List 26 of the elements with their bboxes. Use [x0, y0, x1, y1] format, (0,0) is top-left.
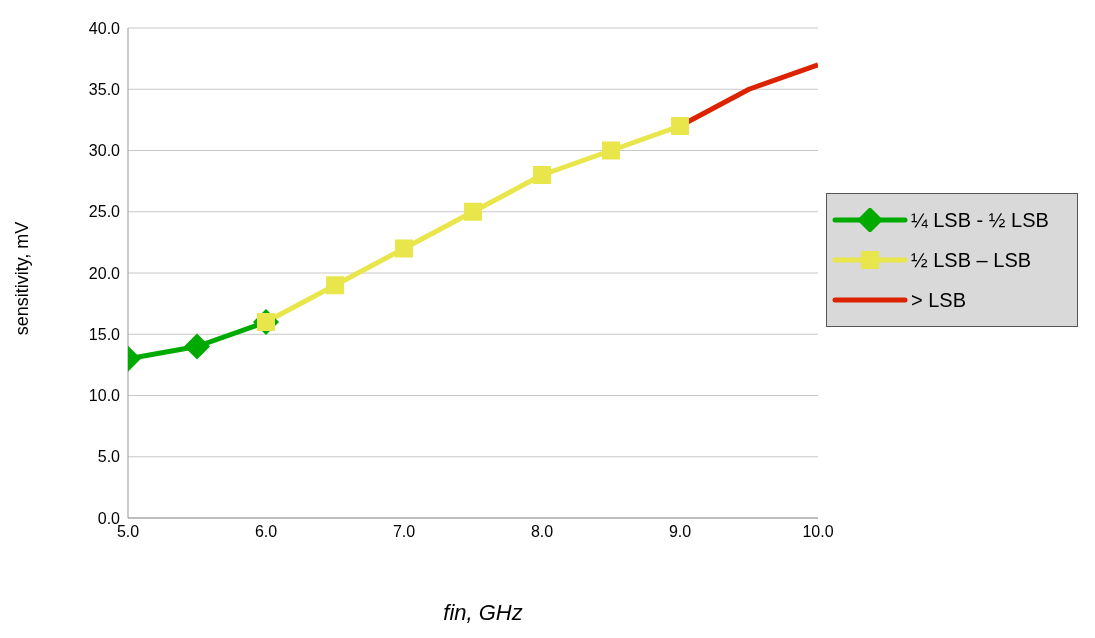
y-tick-label: 35.0 — [88, 80, 121, 98]
x-tick-label: 9.0 — [668, 523, 692, 541]
y-tick-label: 10.0 — [88, 387, 121, 405]
y-tick-label: 20.0 — [88, 264, 121, 282]
point — [395, 239, 413, 258]
x-axis-title: fin, GHz — [442, 600, 524, 626]
y-tick-label: 40.0 — [88, 19, 121, 37]
point — [326, 276, 344, 295]
legend-label: ½ LSB – LSB — [911, 248, 1032, 272]
legend-label: > LSB — [911, 288, 967, 312]
y-tick-label: 5.0 — [97, 448, 121, 466]
x-tick-label: 10.0 — [802, 523, 834, 541]
y-axis-title: sensitivity, mV — [12, 221, 34, 335]
y-tick-label: 30.0 — [88, 142, 121, 160]
point — [533, 166, 551, 184]
point — [184, 333, 210, 360]
x-tick-label: 6.0 — [254, 523, 278, 541]
legend-label: ¼ LSB - ½ LSB — [911, 208, 1049, 232]
x-tick-label: 7.0 — [392, 523, 416, 541]
x-tick-label: 8.0 — [530, 523, 554, 541]
x-tick-label: 5.0 — [116, 523, 140, 541]
point — [602, 141, 620, 160]
point — [671, 117, 689, 135]
y-tick-label: 15.0 — [88, 325, 121, 343]
y-tick-label: 25.0 — [88, 203, 121, 221]
point — [464, 202, 482, 221]
